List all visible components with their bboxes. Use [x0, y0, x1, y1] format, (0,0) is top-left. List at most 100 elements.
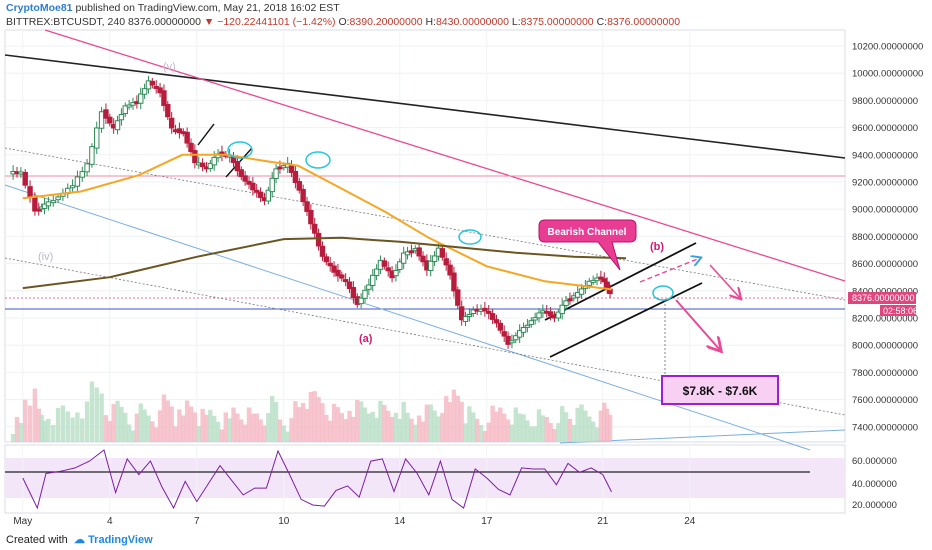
volume-bar	[552, 429, 557, 442]
volume-bar	[517, 413, 522, 442]
volume-bar	[70, 417, 75, 442]
candle-body	[342, 279, 349, 283]
time-tick-label: 21	[597, 516, 609, 527]
candle-body	[501, 331, 507, 337]
candle-body	[455, 289, 461, 306]
candle-body	[513, 335, 519, 341]
annotations	[227, 141, 674, 301]
candle-body	[165, 103, 171, 118]
volume-bar	[583, 410, 588, 442]
volume-bar	[335, 407, 341, 442]
volume-bar	[254, 413, 259, 442]
candle-body	[373, 268, 380, 277]
close-value: 8376.00000000	[607, 16, 681, 28]
candle-body	[489, 313, 496, 320]
candle-body	[168, 117, 175, 129]
publish-info: published on TradingView.com, May 21, 20…	[75, 2, 340, 14]
volume-bar	[416, 415, 422, 442]
candle-body	[74, 176, 81, 187]
price-tick-label: 9600.00000000	[852, 123, 918, 134]
bearish-channel-text: Bearish Channel	[548, 227, 627, 238]
wave-v-label: (v)	[163, 61, 176, 73]
wave-a-label: (a)	[359, 333, 373, 345]
candle-body	[69, 185, 76, 189]
volume-bar	[413, 424, 418, 442]
price-tick-label: 9000.00000000	[852, 205, 918, 216]
price-tick-label: 8000.00000000	[852, 341, 918, 352]
volume-bar	[161, 394, 167, 442]
candle-body	[350, 287, 357, 299]
volume-bar	[173, 426, 178, 442]
volume-bar	[563, 412, 569, 442]
candle-body	[18, 171, 24, 175]
price-tick-label: 9200.00000000	[852, 178, 918, 189]
bearish-channel-callout: Bearish Channel	[538, 219, 637, 271]
volume-bar	[358, 401, 364, 442]
candle-body	[184, 131, 190, 144]
volume-bar	[424, 404, 430, 442]
volume-bar	[250, 413, 256, 442]
volume-bar	[84, 401, 90, 442]
candle-body	[385, 267, 391, 272]
volume-bar	[51, 425, 56, 442]
symbol-label: BITTREX:BTCUSDT, 240	[6, 16, 126, 28]
volume-bar	[502, 413, 507, 442]
candle-body	[98, 111, 105, 129]
highlight-circle	[652, 285, 674, 301]
candle-body	[381, 260, 388, 267]
open-label: O:	[338, 16, 350, 28]
volume-bar	[115, 400, 120, 442]
volume-bar	[316, 397, 321, 442]
candle-body	[257, 191, 264, 198]
volume-bar	[420, 421, 426, 442]
volume-bar	[444, 396, 449, 442]
time-tick-label: May	[13, 516, 32, 527]
footer: Created with ☁ TradingView	[0, 530, 932, 550]
candle-body	[458, 306, 465, 321]
volume-bar	[75, 412, 80, 442]
volume-bar	[146, 415, 151, 442]
chart-header: CryptoMoe81 published on TradingView.com…	[0, 0, 932, 28]
volume-bar	[123, 412, 128, 442]
volume-bar	[432, 410, 437, 442]
volume-bar	[130, 430, 136, 442]
volume-bar	[362, 407, 368, 442]
volume-bar	[188, 406, 194, 442]
volume-bar	[169, 406, 174, 442]
volume-bar	[277, 419, 283, 442]
candle-body	[107, 116, 113, 124]
cloud-icon: ☁	[74, 534, 85, 546]
rsi-tick-label: 20.000000	[852, 500, 897, 511]
open-value: 8390.20000000	[349, 16, 423, 28]
low-label: L:	[511, 16, 521, 28]
tradingview-logo[interactable]: ☁ TradingView	[74, 533, 153, 546]
author-link[interactable]: CryptoMoe81	[6, 2, 73, 14]
volume-bar	[571, 424, 576, 442]
volume-bar	[525, 420, 530, 442]
volume-bar	[227, 418, 232, 442]
price-chart[interactable]: 10200.00000000 10000.00000000 9800.0000000…	[0, 28, 932, 530]
volume-bar	[55, 408, 61, 442]
candle-body	[346, 281, 353, 289]
candle-body	[482, 307, 488, 312]
candle-body	[528, 320, 534, 325]
volume-bars	[10, 381, 613, 442]
volume-bar	[567, 418, 573, 442]
volume-bar	[598, 410, 604, 442]
volume-bar	[258, 419, 263, 442]
highlight-circle	[305, 151, 331, 169]
volume-bar	[242, 424, 248, 442]
volume-bar	[32, 388, 38, 442]
volume-bar	[266, 413, 271, 442]
candle-body	[578, 288, 585, 295]
volume-bar	[18, 423, 24, 442]
volume-bar	[219, 429, 225, 442]
blue-trendline	[4, 184, 811, 451]
volume-bar	[293, 401, 298, 442]
volume-bar	[320, 403, 325, 442]
volume-bar	[607, 414, 613, 442]
candle-body	[567, 298, 573, 302]
candle-body	[323, 256, 330, 263]
volume-bar	[200, 408, 205, 442]
volume-bar	[405, 412, 410, 442]
